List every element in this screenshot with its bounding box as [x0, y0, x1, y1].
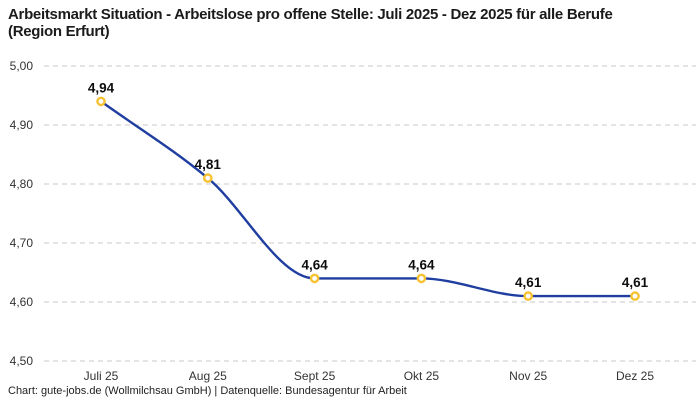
x-tick-label: Dez 25	[616, 369, 654, 383]
data-point[interactable]	[96, 96, 106, 107]
chart-footer: Chart: gute-jobs.de (Wollmilchsau GmbH) …	[8, 385, 407, 397]
data-point-label: 4,61	[622, 275, 649, 290]
data-point[interactable]	[202, 173, 213, 183]
y-tick-label: 4,90	[10, 118, 34, 132]
data-point-label: 4,64	[408, 257, 435, 272]
data-point-label: 4,94	[88, 80, 115, 95]
data-point[interactable]	[309, 273, 320, 284]
y-tick-label: 4,80	[10, 177, 34, 191]
data-point-label: 4,64	[301, 257, 328, 272]
data-point[interactable]	[416, 273, 427, 284]
y-tick-label: 4,50	[10, 354, 34, 368]
data-point[interactable]	[630, 291, 640, 301]
x-tick-label: Okt 25	[404, 369, 440, 383]
trend-line	[99, 100, 637, 298]
chart-title: Arbeitsmarkt Situation - Arbeitslose pro…	[8, 6, 613, 40]
data-point-label: 4,81	[195, 157, 222, 172]
x-tick-label: Aug 25	[189, 369, 227, 383]
data-point[interactable]	[523, 291, 534, 301]
x-tick-label: Juli 25	[84, 369, 119, 383]
y-tick-label: 4,70	[10, 236, 34, 250]
data-point-label: 4,61	[515, 275, 542, 290]
x-tick-label: Nov 25	[509, 369, 547, 383]
y-tick-label: 4,60	[10, 295, 34, 309]
y-tick-label: 5,00	[10, 59, 34, 73]
x-tick-label: Sept 25	[294, 369, 336, 383]
